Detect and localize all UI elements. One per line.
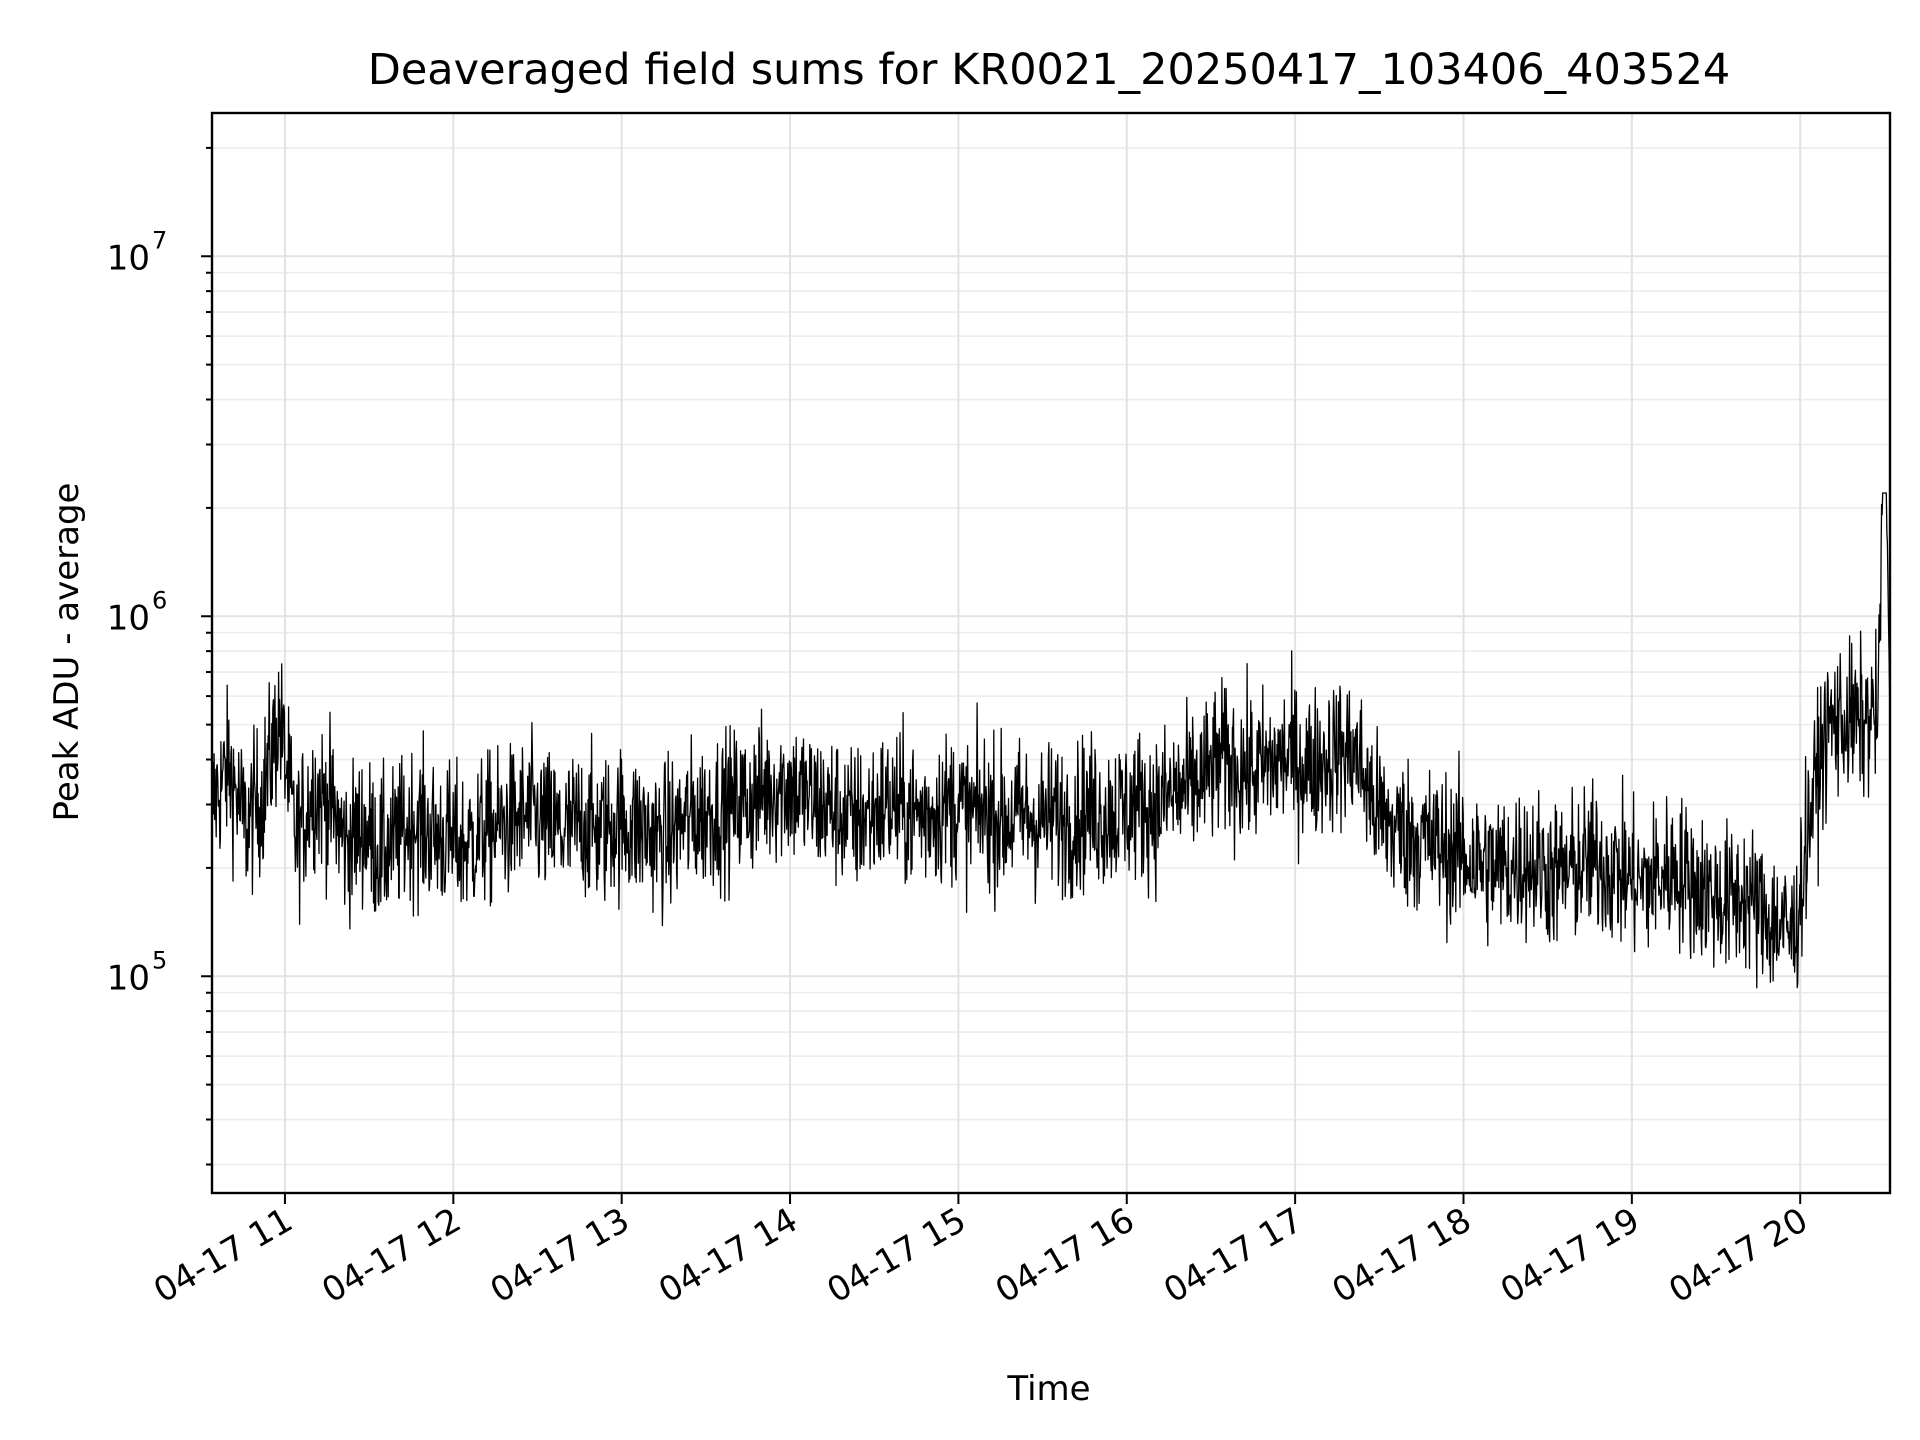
y-tick-label-exponent: 6 (152, 586, 167, 614)
y-tick-label-exponent: 7 (152, 226, 167, 254)
y-tick-label-exponent: 5 (152, 946, 167, 974)
series-layer (211, 492, 1891, 989)
y-tick-label-base: 10 (107, 958, 150, 998)
y-axis-label: Peak ADU - average (47, 483, 87, 822)
series-line (211, 492, 1891, 989)
plot-frame (210, 111, 1892, 1195)
y-tick-label-base: 10 (107, 598, 150, 638)
y-tick-label: 10 6 (107, 586, 168, 638)
y-tick-label-base: 10 (107, 238, 150, 278)
y-tick-label: 10 5 (107, 946, 168, 998)
chart-title: Deaveraged field sums for KR0021_2025041… (368, 45, 1731, 95)
y-tick-label: 10 7 (107, 226, 168, 278)
x-axis-label: Time (1006, 1369, 1090, 1409)
